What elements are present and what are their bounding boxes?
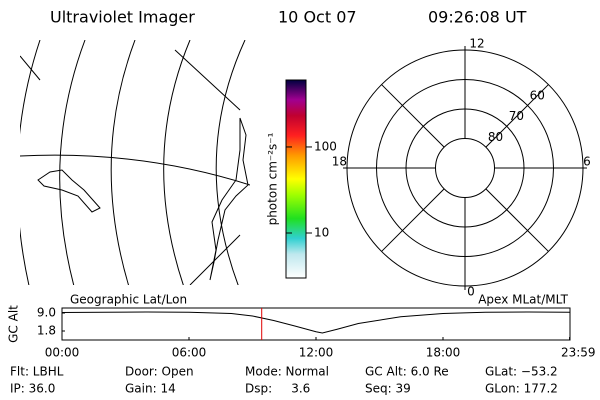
polar-ring	[435, 138, 495, 198]
info-field: IP: 36.0	[10, 382, 55, 396]
x-tick-label: 06:00	[172, 346, 207, 360]
polar-spoke	[381, 84, 445, 148]
mlt-label: 0	[467, 285, 475, 299]
colorbar	[285, 79, 307, 279]
mlt-label: 12	[469, 37, 484, 51]
time: 09:26:08 UT	[428, 8, 527, 27]
mlt-label: 6	[583, 155, 591, 169]
colorbar-tick-label: 10	[314, 226, 329, 240]
info-field: Gain: 14	[125, 382, 176, 396]
info-field: Dsp: 3.6	[245, 382, 310, 396]
polar-spoke	[485, 188, 549, 252]
date: 10 Oct 07	[278, 8, 357, 27]
title: Ultraviolet Imager	[50, 8, 195, 27]
y-tick-label: 9.0	[37, 306, 56, 320]
polar-plot: 807060126018	[332, 37, 591, 299]
x-tick-label: 12:00	[299, 346, 334, 360]
info-field: GLat: −53.2	[485, 365, 558, 379]
info-field: Mode: Normal	[245, 365, 329, 379]
info-field: Seq: 39	[365, 382, 411, 396]
info-field: Flt: LBHL	[10, 365, 64, 379]
polar-spoke	[485, 84, 549, 148]
map	[20, 40, 250, 285]
timeline-ylabel: GC Alt	[7, 305, 21, 343]
x-tick-label: 18:00	[426, 346, 461, 360]
timeline-right-label: Apex MLat/MLT	[478, 293, 568, 307]
x-tick-label: 23:59	[561, 346, 596, 360]
info-field: Door: Open	[125, 365, 194, 379]
x-tick-label: 00:00	[45, 346, 80, 360]
info-field: GLon: 177.2	[485, 382, 558, 396]
timeline-left-label: Geographic Lat/Lon	[70, 293, 187, 307]
y-tick-label: 1.8	[37, 324, 56, 338]
altitude-line	[61, 311, 570, 334]
timeline-frame	[61, 307, 571, 341]
polar-spoke	[381, 188, 445, 252]
info-field: GC Alt: 6.0 Re	[365, 365, 449, 379]
colorbar-tick-label: 100	[314, 139, 337, 153]
mlt-label: 18	[332, 155, 347, 169]
colorbar-label: photon cm⁻²s⁻¹	[266, 132, 280, 225]
